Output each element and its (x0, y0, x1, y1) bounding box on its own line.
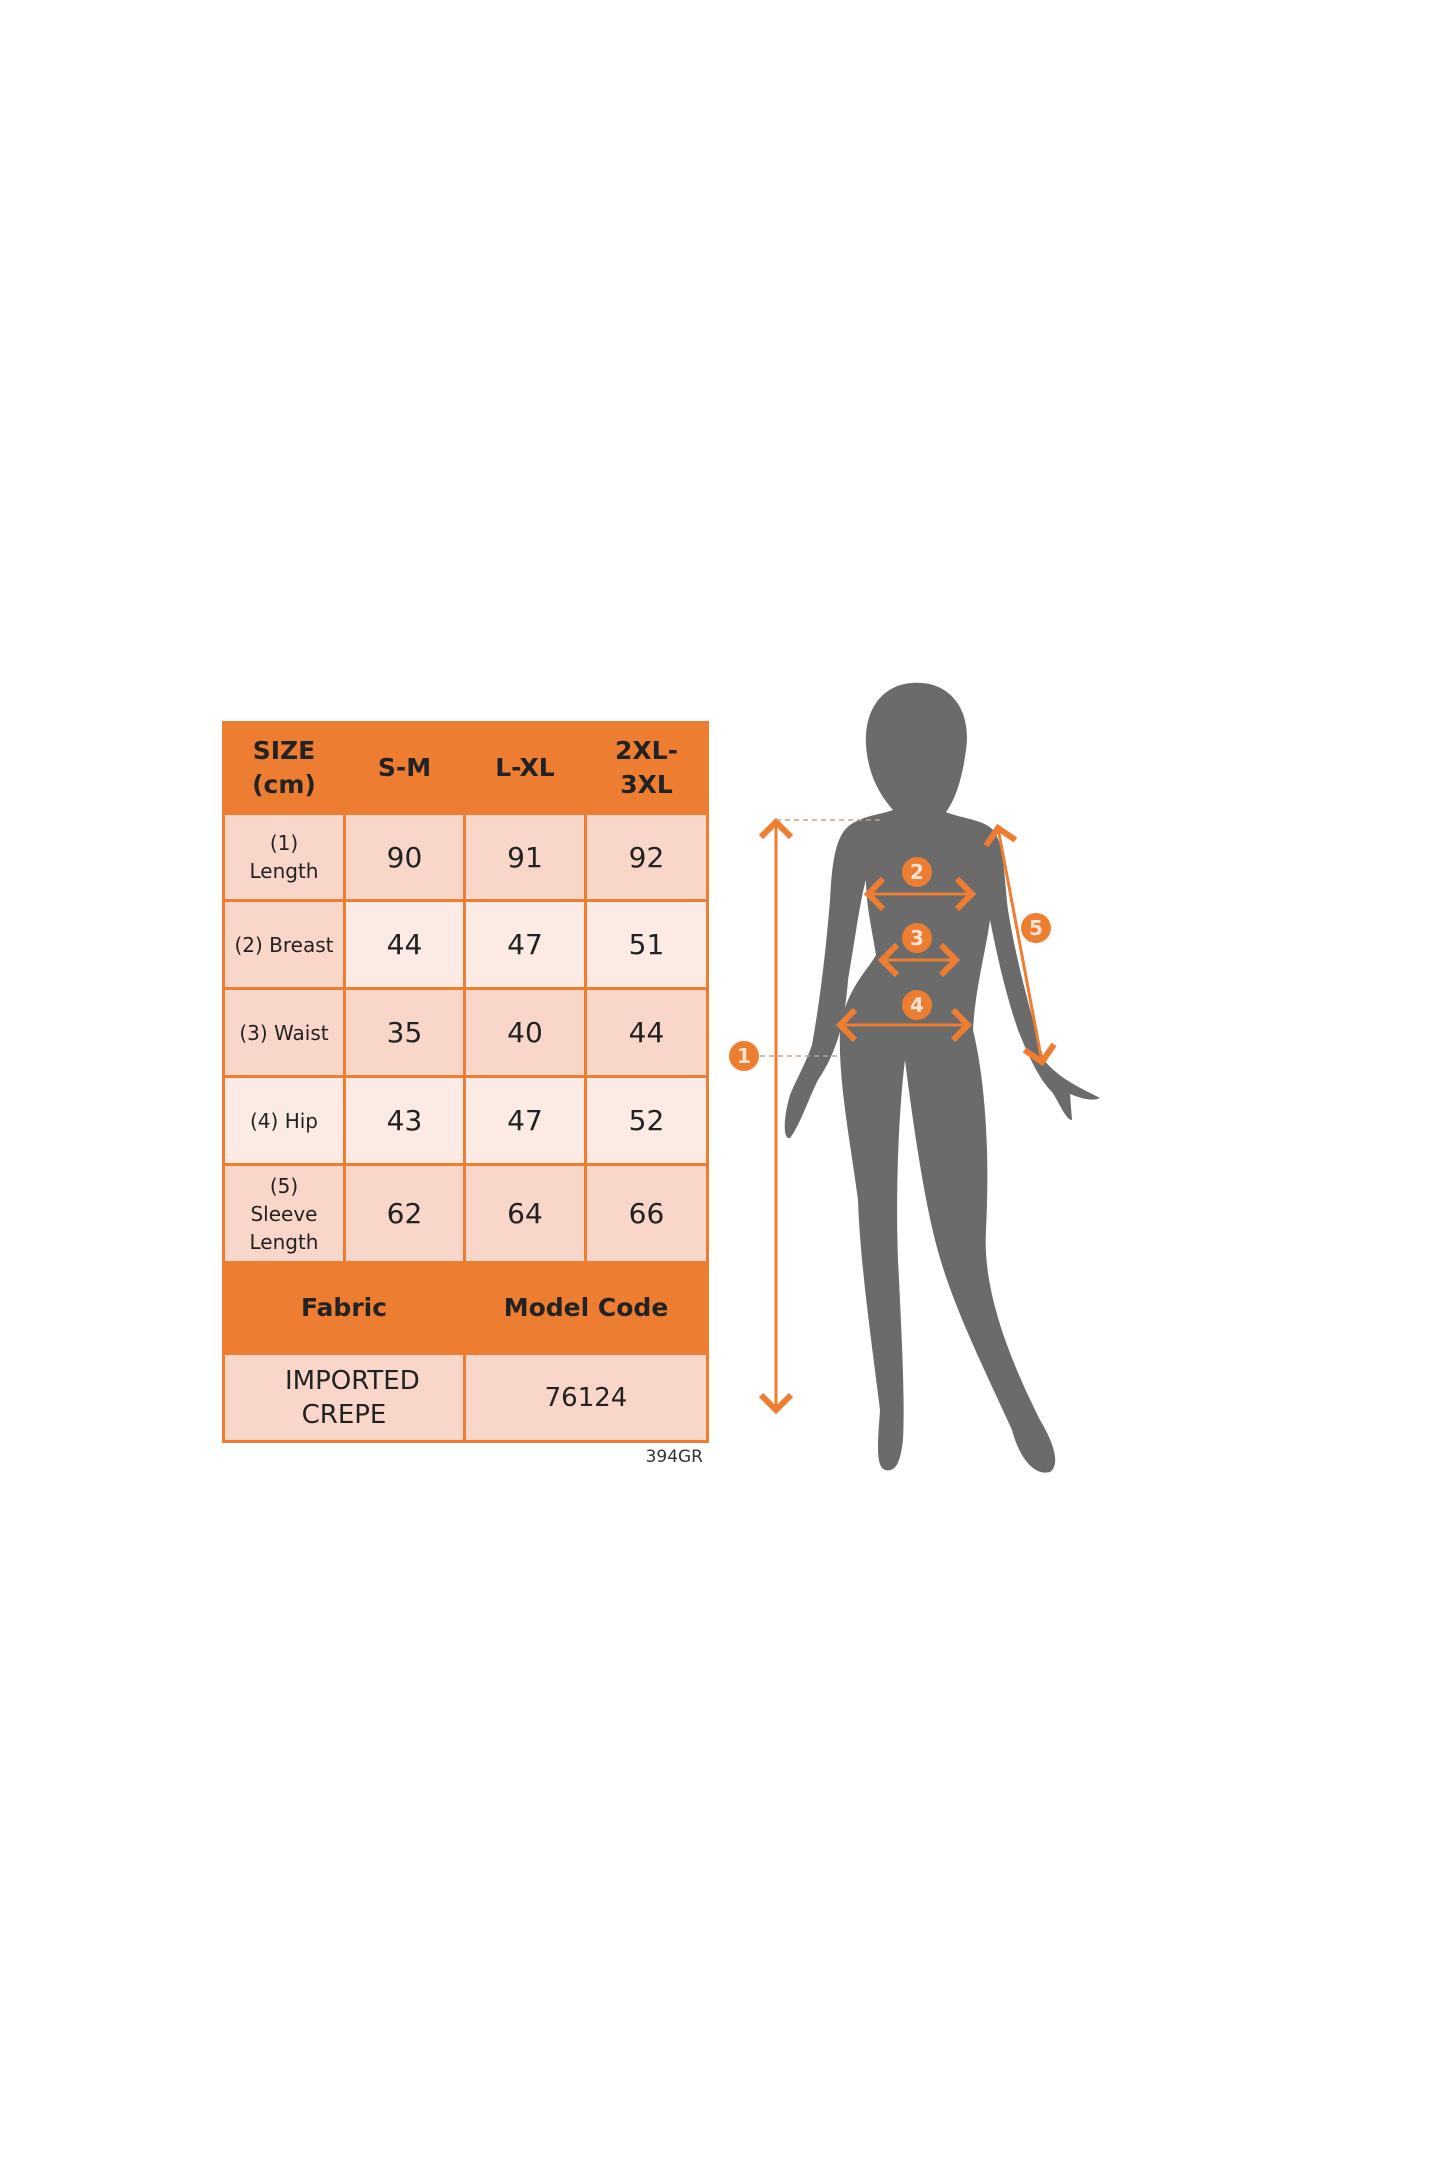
marker-2-icon: 2 (902, 857, 932, 887)
cell: 43 (343, 1075, 466, 1166)
row-label: (1) Length (222, 812, 346, 902)
fabric-header-row: Fabric Model Code (222, 1261, 709, 1355)
table-row: (4) Hip 43 47 52 (222, 1075, 709, 1166)
cell: 92 (584, 812, 709, 902)
svg-text:2: 2 (910, 860, 924, 884)
header-size: SIZE (cm) (222, 721, 346, 815)
cell: 62 (343, 1163, 466, 1264)
marker-4-icon: 4 (902, 990, 932, 1020)
table-row: (3) Waist 35 40 44 (222, 987, 709, 1078)
model-code-label: Model Code (463, 1261, 709, 1355)
table-row: (1) Length 90 91 92 (222, 812, 709, 902)
header-l-xl: L-XL (463, 721, 587, 815)
cell: 47 (463, 1075, 587, 1166)
woman-silhouette (784, 682, 1100, 1473)
product-code-note: 394GR (645, 1447, 703, 1467)
cell: 40 (463, 987, 587, 1078)
cell: 66 (584, 1163, 709, 1264)
cell: 44 (584, 987, 709, 1078)
fabric-label: Fabric (222, 1261, 466, 1355)
header-2xl-3xl: 2XL-3XL (584, 721, 709, 815)
model-code-value: 76124 (463, 1352, 709, 1443)
marker-1-icon: 1 (729, 1041, 759, 1071)
svg-text:3: 3 (910, 926, 924, 950)
measurement-annotations (758, 817, 1057, 1415)
marker-badges: 1 2 3 4 5 (729, 857, 1051, 1071)
row-label: (5) Sleeve Length (222, 1163, 346, 1264)
cell: 44 (343, 899, 466, 990)
fabric-value: IMPORTED CREPE (222, 1352, 466, 1443)
marker-5-icon: 5 (1021, 913, 1051, 943)
svg-text:4: 4 (910, 993, 924, 1017)
svg-text:5: 5 (1029, 916, 1043, 940)
row-label: (2) Breast (222, 899, 346, 990)
fabric-row: IMPORTED CREPE 76124 (222, 1352, 709, 1443)
table-row: (5) Sleeve Length 62 64 66 (222, 1163, 709, 1264)
cell: 91 (463, 812, 587, 902)
cell: 51 (584, 899, 709, 990)
cell: 64 (463, 1163, 587, 1264)
svg-text:1: 1 (737, 1044, 751, 1068)
cell: 90 (343, 812, 466, 902)
table-row: (2) Breast 44 47 51 (222, 899, 709, 990)
cell: 47 (463, 899, 587, 990)
cell: 35 (343, 987, 466, 1078)
row-label: (3) Waist (222, 987, 346, 1078)
cell: 52 (584, 1075, 709, 1166)
marker-3-icon: 3 (902, 923, 932, 953)
sleeve-arrow (983, 823, 1057, 1067)
table-header-row: SIZE (cm) S-M L-XL 2XL-3XL (222, 721, 709, 815)
row-label: (4) Hip (222, 1075, 346, 1166)
header-s-m: S-M (343, 721, 466, 815)
size-chart-table: SIZE (cm) S-M L-XL 2XL-3XL (1) Length 90… (222, 721, 709, 1443)
